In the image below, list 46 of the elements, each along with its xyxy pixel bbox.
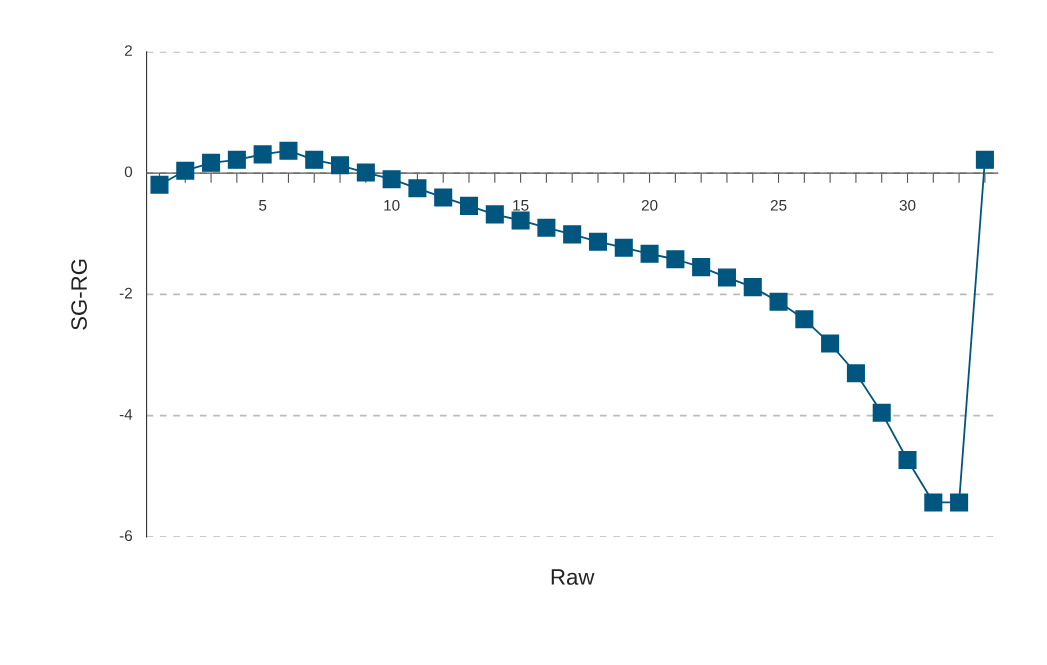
- point: [563, 225, 582, 244]
- y-tick-label: 0: [124, 166, 133, 178]
- x-tick-label: 5: [259, 200, 267, 211]
- y-tick-label: -6: [119, 530, 133, 542]
- point: [614, 238, 633, 257]
- y-tick-label: 2: [124, 45, 132, 56]
- x-tick-label: 30: [899, 199, 916, 211]
- point: [795, 310, 814, 329]
- point: [950, 493, 969, 512]
- point: [692, 258, 711, 277]
- point: [924, 493, 943, 512]
- point: [331, 156, 350, 175]
- point: [305, 150, 324, 169]
- point: [821, 334, 840, 353]
- point: [382, 170, 401, 189]
- point: [227, 150, 246, 169]
- point: [253, 145, 272, 164]
- point: [588, 232, 608, 251]
- point: [511, 211, 530, 230]
- point: [872, 403, 891, 422]
- x-axis-title: Raw: [551, 569, 595, 585]
- point: [743, 278, 762, 297]
- point: [459, 196, 479, 215]
- y-tick-label: -2: [119, 287, 132, 299]
- x-tick-label: 25: [770, 199, 787, 211]
- point: [408, 179, 427, 198]
- point: [666, 250, 685, 269]
- x-tick-label: 15: [513, 200, 529, 211]
- point: [176, 161, 195, 180]
- point: [898, 450, 917, 470]
- point: [975, 150, 994, 169]
- point: [537, 218, 556, 237]
- point: [356, 163, 375, 182]
- y-axis-title: SG-RG: [71, 259, 87, 330]
- point: [846, 364, 865, 383]
- point: [640, 244, 659, 263]
- point: [279, 141, 298, 160]
- y-tick-label: -4: [119, 409, 133, 420]
- point: [717, 268, 736, 287]
- point: [202, 153, 221, 172]
- x-tick-label: 10: [384, 199, 400, 211]
- point: [769, 292, 788, 311]
- x-tick-label: 20: [641, 199, 658, 211]
- point: [150, 175, 169, 194]
- point: [485, 205, 504, 224]
- point: [434, 188, 453, 207]
